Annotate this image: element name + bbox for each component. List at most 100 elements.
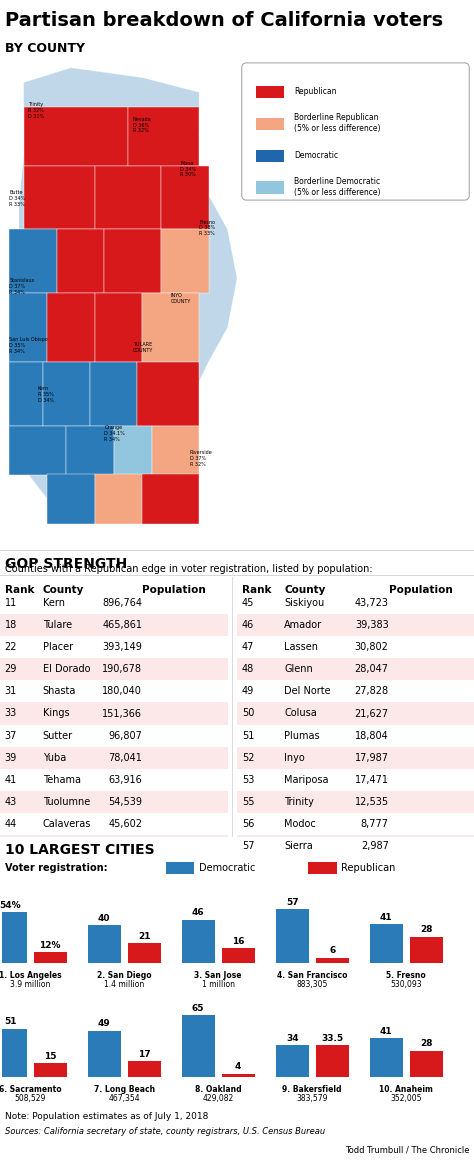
Text: 54,539: 54,539 — [108, 797, 142, 807]
Text: BY COUNTY: BY COUNTY — [5, 42, 85, 55]
Bar — [0, 1029, 27, 1077]
Text: Butte
D 34%
R 33%: Butte D 34% R 33% — [9, 191, 26, 207]
Text: 33.5: 33.5 — [321, 1034, 343, 1043]
Text: 16: 16 — [232, 937, 245, 946]
Text: 896,764: 896,764 — [102, 599, 142, 608]
Text: 1. Los Angeles: 1. Los Angeles — [0, 971, 62, 981]
Text: Yuba: Yuba — [43, 753, 66, 763]
Bar — [95, 293, 142, 362]
Text: Glenn: Glenn — [284, 664, 313, 674]
Bar — [161, 166, 209, 229]
Text: 54%: 54% — [0, 901, 21, 909]
Text: 5. Fresno: 5. Fresno — [386, 971, 426, 981]
Bar — [276, 1045, 309, 1077]
Text: Modoc: Modoc — [284, 818, 316, 829]
Bar — [57, 229, 104, 293]
Text: 4. San Francisco: 4. San Francisco — [277, 971, 347, 981]
Text: 28: 28 — [420, 1040, 432, 1048]
Text: Orange
D 34.1%
R 34%: Orange D 34.1% R 34% — [104, 426, 125, 442]
Bar — [166, 862, 194, 874]
Text: 4: 4 — [235, 1062, 241, 1071]
Bar — [222, 948, 255, 963]
Bar — [47, 474, 95, 523]
Text: Borderline Democratic
(5% or less difference): Borderline Democratic (5% or less differ… — [294, 178, 380, 196]
Text: Tuolumne: Tuolumne — [43, 797, 90, 807]
Text: County: County — [43, 584, 84, 595]
Text: 46: 46 — [242, 620, 254, 630]
Bar — [237, 724, 474, 747]
Bar — [256, 118, 284, 131]
Text: Republican: Republican — [341, 863, 396, 873]
Text: 429,082: 429,082 — [202, 1094, 234, 1103]
Bar — [370, 1038, 403, 1077]
Bar — [9, 362, 43, 426]
Bar — [237, 636, 474, 659]
Text: 6. Sacramento: 6. Sacramento — [0, 1085, 62, 1095]
Bar — [9, 426, 66, 474]
Bar — [9, 293, 47, 362]
Bar — [128, 943, 161, 963]
Text: Del Norte: Del Norte — [284, 687, 331, 696]
Bar — [237, 790, 474, 813]
Text: 52: 52 — [242, 753, 254, 763]
FancyBboxPatch shape — [242, 62, 469, 200]
Bar — [95, 474, 142, 523]
Polygon shape — [14, 68, 237, 523]
Bar — [237, 659, 474, 681]
Text: Tulare: Tulare — [43, 620, 72, 630]
Text: 57: 57 — [242, 841, 254, 851]
Text: 12%: 12% — [39, 941, 61, 950]
Bar — [0, 636, 228, 659]
Bar — [0, 681, 228, 702]
Bar — [256, 181, 284, 194]
Text: Shasta: Shasta — [43, 687, 76, 696]
Text: Rank: Rank — [242, 584, 271, 595]
Text: 3. San Jose: 3. San Jose — [194, 971, 242, 981]
Bar — [142, 474, 199, 523]
Bar — [0, 747, 228, 769]
Bar — [128, 107, 199, 166]
Bar — [237, 614, 474, 636]
Text: 8. Oakland: 8. Oakland — [195, 1085, 242, 1095]
Bar — [410, 937, 443, 963]
Bar — [237, 702, 474, 724]
Text: 31: 31 — [5, 687, 17, 696]
Text: Mariposa: Mariposa — [284, 775, 329, 784]
Text: 883,305: 883,305 — [297, 980, 328, 989]
Text: 53: 53 — [242, 775, 254, 784]
Bar — [142, 293, 199, 362]
Bar — [237, 681, 474, 702]
Text: 47: 47 — [242, 642, 254, 653]
Text: San Luis Obispo
D 35%
R 34%: San Luis Obispo D 35% R 34% — [9, 338, 48, 354]
Text: 352,005: 352,005 — [391, 1094, 422, 1103]
Text: 30,802: 30,802 — [355, 642, 389, 653]
Text: INYO
COUNTY: INYO COUNTY — [171, 293, 191, 305]
Text: Kern
R 35%
D 34%: Kern R 35% D 34% — [38, 386, 54, 403]
Text: 467,354: 467,354 — [109, 1094, 140, 1103]
Text: 7. Long Beach: 7. Long Beach — [94, 1085, 155, 1095]
Text: Colusa: Colusa — [284, 708, 317, 719]
Bar — [308, 862, 337, 874]
Text: 29: 29 — [5, 664, 17, 674]
Text: Population: Population — [389, 584, 452, 595]
Bar — [128, 1061, 161, 1077]
Bar — [88, 926, 121, 963]
Bar — [43, 362, 90, 426]
Bar — [47, 293, 95, 362]
Text: 57: 57 — [286, 897, 299, 907]
Bar — [370, 924, 403, 963]
Text: 45,602: 45,602 — [108, 818, 142, 829]
Text: 465,861: 465,861 — [102, 620, 142, 630]
Text: 78,041: 78,041 — [109, 753, 142, 763]
Bar — [90, 362, 137, 426]
Bar — [256, 149, 284, 162]
Bar — [114, 426, 152, 474]
Text: Calaveras: Calaveras — [43, 818, 91, 829]
Text: 1 million: 1 million — [202, 980, 235, 989]
Text: Mono
D 34%
R 30%: Mono D 34% R 30% — [180, 161, 196, 178]
Text: 383,579: 383,579 — [296, 1094, 328, 1103]
Text: Borderline Republican
(5% or less difference): Borderline Republican (5% or less differ… — [294, 113, 380, 133]
Text: 65: 65 — [192, 1004, 204, 1013]
Bar — [24, 107, 128, 166]
Text: 1.4 million: 1.4 million — [104, 980, 144, 989]
